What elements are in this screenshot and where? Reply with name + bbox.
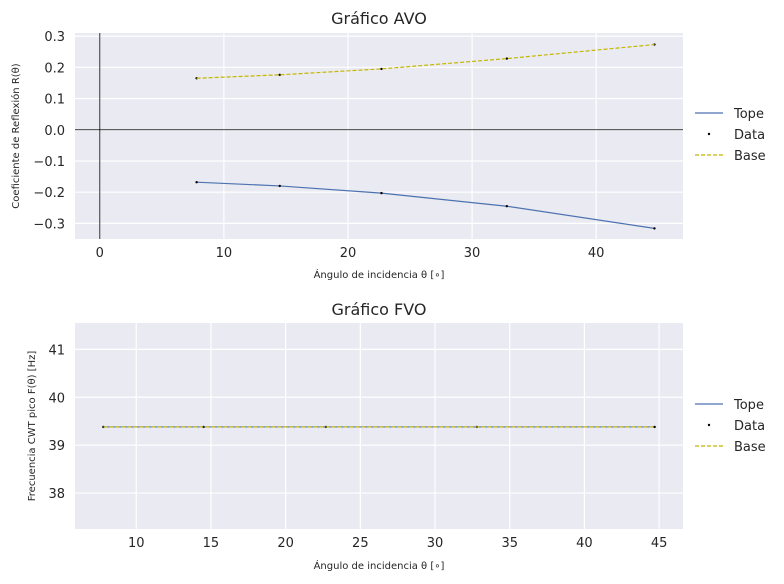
avo-data-point bbox=[278, 184, 281, 188]
avo-title: Gráfico AVO bbox=[331, 9, 427, 28]
fvo-x-tick-label: 30 bbox=[427, 536, 444, 551]
fvo-y-axis-label: Frecuencia CWT pico F(θ) [Hz] bbox=[27, 351, 38, 502]
fvo-legend-label-data: Data bbox=[734, 419, 765, 434]
avo-data-point bbox=[653, 227, 656, 230]
fvo-plot-area bbox=[75, 323, 683, 529]
avo-y-tick-label: 0.1 bbox=[44, 93, 65, 108]
avo-y-tick-label: 0.3 bbox=[44, 30, 65, 45]
avo-legend: Tope Data Base bbox=[695, 107, 766, 164]
avo-chart: 0 10 20 30 40 −0.3 −0.2 −0.1 0.0 0.1 0.2 0.3 Gráfi… bbox=[10, 9, 766, 281]
avo-y-axis-label: Coeficiente de Reflexión R(θ) bbox=[10, 63, 22, 208]
avo-legend-label-data: Data bbox=[734, 128, 765, 143]
avo-x-tick-label: 20 bbox=[340, 246, 357, 261]
avo-data-point bbox=[505, 57, 509, 60]
fvo-y-tick-label: 39 bbox=[48, 439, 65, 454]
avo-y-tick-label: 0.2 bbox=[44, 61, 65, 76]
avo-x-tick-labels: 0 10 20 30 40 bbox=[96, 246, 605, 261]
avo-data-point bbox=[195, 180, 198, 184]
avo-data-point bbox=[505, 205, 509, 208]
avo-data-point bbox=[380, 67, 383, 71]
fvo-series bbox=[102, 425, 656, 429]
fvo-grid bbox=[75, 323, 683, 529]
fvo-x-tick-label: 35 bbox=[501, 536, 518, 551]
avo-legend-label-tope: Tope bbox=[733, 107, 764, 122]
fvo-legend-marker-data bbox=[707, 423, 711, 427]
avo-x-tick-label: 30 bbox=[464, 246, 481, 261]
avo-zero-lines bbox=[75, 33, 683, 239]
fvo-y-tick-labels: 38 39 40 41 bbox=[48, 343, 65, 502]
fvo-x-tick-label: 15 bbox=[203, 536, 220, 551]
fvo-title: Gráfico FVO bbox=[332, 300, 427, 319]
fvo-legend-label-base: Base bbox=[734, 440, 766, 455]
avo-y-tick-label: 0.0 bbox=[44, 124, 65, 139]
fvo-x-tick-label: 45 bbox=[651, 536, 668, 551]
fvo-legend-label-tope: Tope bbox=[733, 398, 764, 413]
fvo-x-tick-label: 20 bbox=[277, 536, 294, 551]
avo-series bbox=[195, 43, 656, 230]
avo-x-axis-label: Ángulo de incidencia θ [∘] bbox=[314, 268, 445, 281]
fvo-data-point bbox=[653, 425, 656, 429]
fvo-y-tick-label: 40 bbox=[48, 391, 65, 406]
fvo-legend: Tope Data Base bbox=[695, 398, 766, 455]
avo-series-base bbox=[196, 43, 655, 79]
fvo-x-tick-label: 40 bbox=[576, 536, 593, 551]
fvo-y-tick-label: 38 bbox=[48, 487, 65, 502]
avo-x-tick-label: 40 bbox=[588, 246, 605, 261]
fvo-x-tick-labels: 10 15 20 25 30 35 40 45 bbox=[128, 536, 667, 551]
avo-data-point bbox=[278, 73, 281, 77]
avo-plot-area bbox=[75, 33, 683, 239]
avo-data-point bbox=[380, 191, 383, 195]
avo-y-tick-label: −0.1 bbox=[33, 155, 65, 170]
fvo-x-tick-label: 10 bbox=[128, 536, 145, 551]
avo-legend-label-base: Base bbox=[734, 149, 766, 164]
avo-y-tick-label: −0.2 bbox=[33, 186, 65, 201]
fvo-chart: 10 15 20 25 30 35 40 45 38 39 40 41 Gráfico FVO Án… bbox=[27, 300, 766, 572]
avo-x-tick-label: 10 bbox=[216, 246, 233, 261]
fvo-y-tick-label: 41 bbox=[48, 343, 65, 358]
avo-y-tick-labels: −0.3 −0.2 −0.1 0.0 0.1 0.2 0.3 bbox=[33, 30, 65, 232]
fvo-x-axis-label: Ángulo de incidencia θ [∘] bbox=[314, 559, 445, 572]
avo-y-tick-label: −0.3 bbox=[33, 217, 65, 232]
avo-x-tick-label: 0 bbox=[96, 246, 104, 261]
avo-legend-marker-data bbox=[707, 132, 711, 136]
fvo-x-tick-label: 25 bbox=[352, 536, 369, 551]
